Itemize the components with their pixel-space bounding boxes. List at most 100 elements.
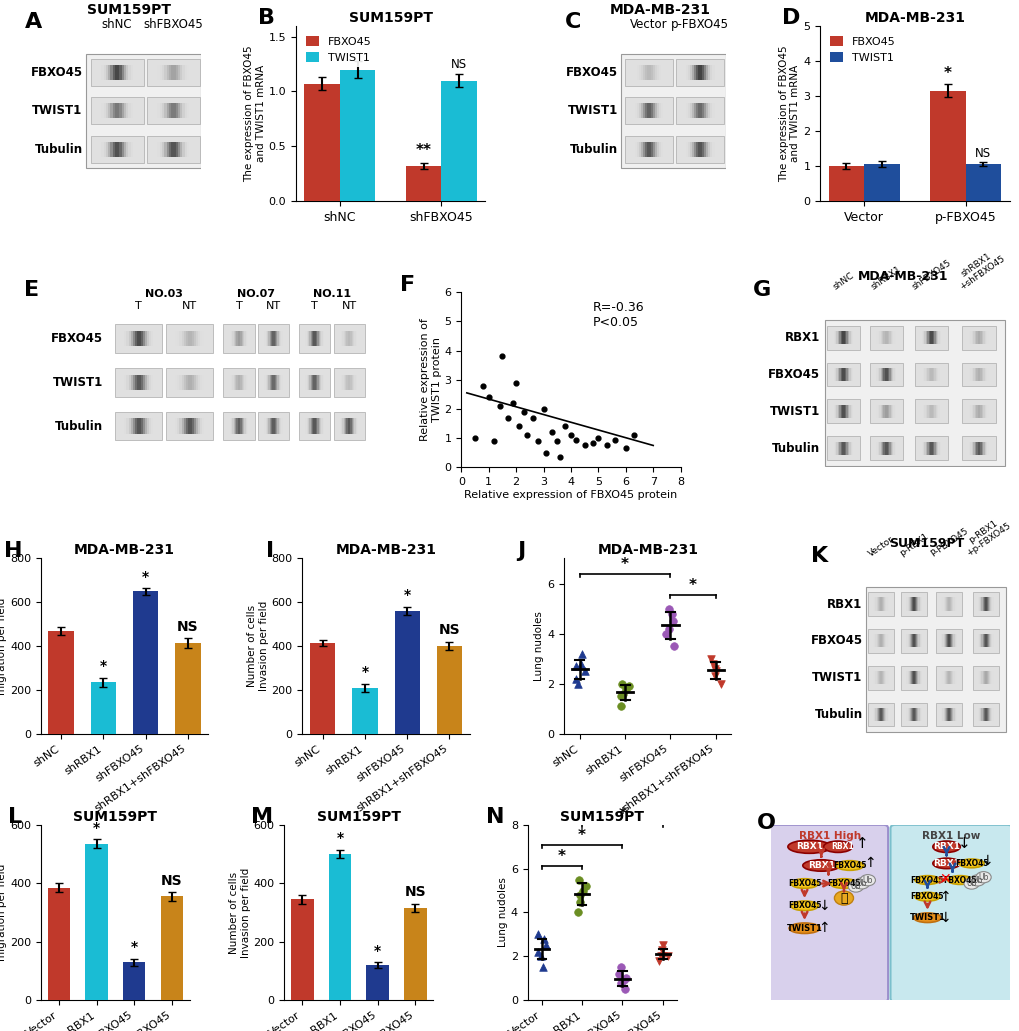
Bar [855, 331, 857, 344]
Bar [194, 103, 196, 119]
Y-axis label: The expression of FBXO45
and TWIST1 mRNA: The expression of FBXO45 and TWIST1 mRNA [244, 45, 265, 181]
Bar [184, 103, 186, 119]
Bar [953, 598, 954, 610]
Bar [130, 374, 133, 390]
Y-axis label: Number of cells
migration per field: Number of cells migration per field [0, 598, 7, 695]
Bar [273, 419, 275, 434]
Bar [194, 142, 196, 157]
Bar [354, 419, 356, 434]
Bar [240, 419, 243, 434]
Bar [225, 419, 227, 434]
Bar [972, 629, 998, 653]
Bar [308, 374, 310, 390]
Bar [666, 103, 669, 119]
Bar [936, 368, 938, 381]
Bar [118, 331, 121, 346]
Bar [951, 634, 952, 647]
Bar [964, 331, 966, 344]
Bar [935, 592, 961, 616]
Bar [299, 412, 330, 440]
Bar [346, 374, 348, 390]
Bar [86, 54, 201, 168]
Bar [314, 331, 316, 346]
Bar [192, 374, 195, 390]
Bar [941, 331, 943, 344]
Bar [915, 634, 917, 647]
Bar [877, 405, 878, 418]
Bar [982, 671, 984, 685]
Bar [271, 374, 272, 390]
Bar [957, 634, 958, 647]
Bar [662, 142, 665, 157]
Bar [121, 142, 124, 157]
Bar [713, 103, 716, 119]
Text: RBX1 High: RBX1 High [798, 831, 860, 841]
Bar [890, 671, 892, 685]
Bar [664, 142, 667, 157]
Bar [660, 103, 663, 119]
Bar [709, 65, 712, 79]
Bar [875, 671, 877, 685]
Bar [882, 368, 884, 381]
Bar [711, 103, 714, 119]
Bar [907, 708, 908, 721]
Bar [938, 634, 940, 647]
Bar [991, 598, 993, 610]
Bar [343, 331, 345, 346]
Bar [832, 405, 834, 418]
Bar [942, 634, 943, 647]
Bar [872, 708, 874, 721]
Point [530, 943, 546, 960]
Bar [837, 441, 839, 455]
Bar [716, 142, 718, 157]
Bar [325, 331, 327, 346]
Bar [646, 65, 649, 79]
Bar [689, 142, 692, 157]
Bar [277, 419, 279, 434]
Bar [232, 419, 234, 434]
Bar [366, 965, 388, 1000]
Bar [953, 708, 954, 721]
Bar [187, 419, 191, 434]
Bar [175, 331, 178, 346]
Bar [244, 419, 246, 434]
Bar [886, 598, 887, 610]
Bar [932, 405, 933, 418]
Bar [269, 331, 271, 346]
Bar [333, 412, 365, 440]
Text: J: J [517, 541, 525, 561]
Bar [135, 331, 138, 346]
Bar [854, 405, 856, 418]
Bar [311, 374, 312, 390]
Bar [237, 331, 239, 346]
Bar [126, 103, 128, 119]
Bar [875, 708, 877, 721]
Bar [978, 671, 980, 685]
Text: Tubulin: Tubulin [55, 420, 103, 433]
Bar [902, 671, 904, 685]
Bar [285, 331, 287, 346]
Text: Tubulin: Tubulin [813, 708, 862, 721]
Text: Tubulin: Tubulin [569, 143, 618, 156]
Bar [157, 374, 159, 390]
Bar [238, 419, 240, 434]
Bar [919, 405, 921, 418]
Bar [994, 671, 996, 685]
Bar [153, 331, 155, 346]
Bar [925, 405, 926, 418]
Bar [890, 405, 892, 418]
Bar [889, 634, 891, 647]
Point [475, 377, 491, 394]
Bar [905, 598, 906, 610]
Bar [248, 374, 250, 390]
Bar [922, 331, 924, 344]
Bar [879, 708, 880, 721]
Bar [942, 708, 943, 721]
Bar [236, 374, 238, 390]
Bar [945, 598, 947, 610]
Bar [957, 598, 958, 610]
Bar [333, 368, 365, 397]
Ellipse shape [790, 878, 817, 889]
Point [571, 887, 587, 903]
Bar [705, 142, 708, 157]
